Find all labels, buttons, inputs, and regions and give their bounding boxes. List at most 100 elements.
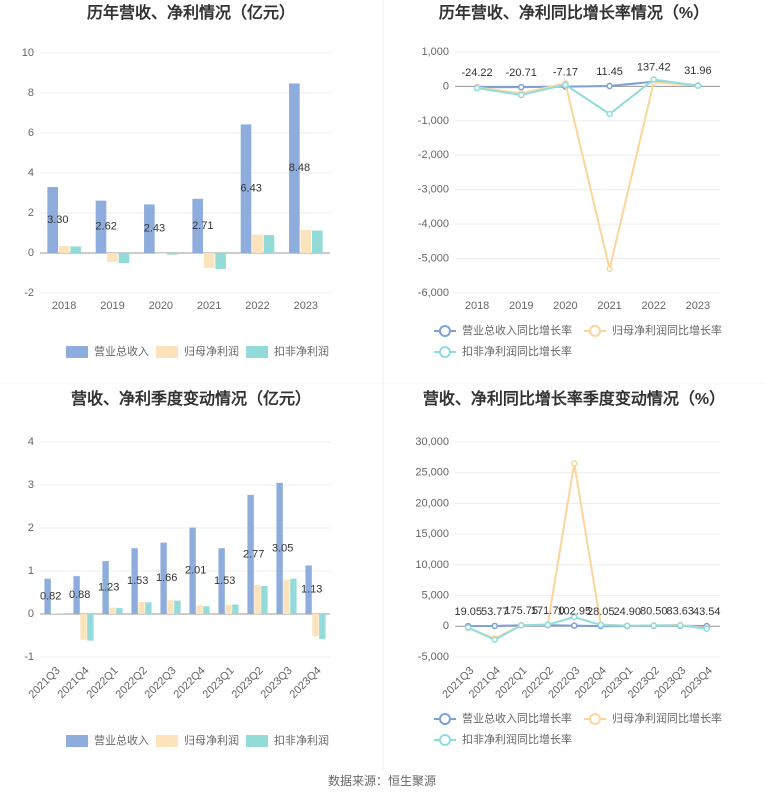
bar	[87, 614, 94, 641]
point	[606, 82, 613, 90]
point	[606, 265, 613, 273]
bar	[160, 542, 167, 614]
data-label: 3.05	[272, 542, 293, 554]
y-tick-label: 2	[28, 207, 34, 219]
data-label: -7.17	[553, 67, 578, 79]
y-tick-label: -3,000	[418, 184, 449, 196]
y-tick-label: -6,000	[418, 287, 449, 299]
bar	[44, 578, 51, 614]
data-label: 1.53	[127, 575, 148, 587]
bar	[218, 548, 225, 614]
line	[467, 616, 707, 641]
y-tick-label: -5,000	[418, 252, 449, 264]
data-label: -20.71	[506, 67, 537, 79]
legend-swatch	[66, 346, 88, 358]
y-tick-label: 6	[28, 127, 34, 139]
bar	[189, 527, 196, 614]
bar	[138, 601, 145, 614]
bar	[116, 607, 123, 614]
point	[518, 91, 525, 99]
y-tick-label: 0	[28, 247, 34, 259]
x-tick-label: 2022	[245, 300, 269, 312]
bar	[225, 604, 232, 614]
y-tick-label: -2	[24, 287, 34, 299]
legend-label: 营业总收入	[94, 344, 149, 358]
legend-label: 营业总收入同比增长率	[462, 711, 572, 725]
data-label: 175.75	[504, 605, 538, 617]
legend-swatch	[156, 346, 178, 358]
y-tick-label: 4	[28, 436, 34, 448]
bar	[167, 253, 178, 255]
legend-swatch	[66, 735, 88, 747]
line	[476, 78, 699, 116]
y-tick-label: 1,000	[421, 46, 449, 58]
y-tick-label: -5,000	[418, 651, 449, 663]
point	[694, 82, 702, 89]
bar	[261, 586, 268, 614]
point	[491, 636, 498, 644]
bar	[118, 253, 130, 263]
bar	[95, 200, 107, 253]
y-tick-label: 4	[28, 167, 34, 179]
y-tick-label: 30,000	[415, 436, 449, 448]
bar	[192, 198, 203, 253]
bar	[203, 253, 215, 268]
y-tick-label: 3	[28, 479, 34, 491]
data-label: 2.62	[95, 221, 116, 233]
legend-label: 扣非净利润同比增长率	[462, 344, 572, 358]
bar	[305, 565, 312, 614]
point	[518, 622, 525, 629]
chart-title: 营收、净利季度变动情况（亿元）	[71, 389, 311, 408]
legend-swatch	[246, 346, 268, 358]
bar	[174, 600, 181, 614]
data-label: 3.30	[47, 214, 68, 226]
data-label: 31.96	[684, 65, 712, 77]
legend-label: 扣非净利润	[274, 733, 329, 747]
x-tick-label: 2021	[597, 300, 621, 312]
chart-title: 历年营收、净利同比增长率情况（%）	[439, 3, 709, 22]
data-label: -24.22	[461, 67, 492, 79]
legend-swatch	[246, 735, 268, 747]
y-tick-label: -2,000	[418, 149, 449, 161]
legend-swatch	[439, 734, 451, 746]
chart-title: 营收、净利同比增长率季度变动情况（%）	[423, 389, 725, 408]
legend-label: 扣非净利润同比增长率	[462, 732, 572, 746]
y-tick-label: 1	[28, 565, 34, 577]
bar	[232, 604, 239, 614]
point	[571, 460, 578, 467]
legend-label: 扣非净利润	[274, 344, 329, 358]
legend-label: 归母净利润同比增长率	[612, 711, 722, 725]
point	[571, 622, 578, 629]
y-tick-label: 10,000	[415, 559, 449, 571]
x-tick-label: 2023Q4	[288, 665, 324, 701]
point	[650, 622, 657, 629]
bar	[300, 230, 312, 253]
data-label: 1.66	[156, 572, 177, 584]
bar	[196, 605, 203, 614]
y-tick-label: 0	[443, 620, 449, 632]
point	[677, 622, 684, 629]
bar	[102, 561, 109, 614]
legend-swatch	[439, 346, 451, 358]
x-tick-label: 2018	[465, 300, 489, 312]
data-label: 28.05	[587, 606, 615, 618]
point	[465, 624, 472, 631]
y-tick-label: 15,000	[415, 528, 449, 540]
data-label: 8.48	[289, 162, 310, 174]
point	[518, 83, 525, 91]
x-tick-label: 2018	[52, 300, 76, 312]
data-label: 53.77	[481, 606, 509, 618]
y-tick-label: 0	[28, 608, 34, 620]
legend-swatch	[439, 713, 451, 725]
x-tick-label: 2019	[100, 300, 124, 312]
data-label: 0.82	[40, 590, 61, 602]
bar	[247, 494, 254, 614]
legend-swatch	[439, 325, 451, 337]
data-label: 102.95	[557, 606, 591, 618]
point	[544, 621, 551, 628]
point	[597, 621, 604, 629]
bar	[203, 606, 210, 614]
data-label: 2.71	[192, 220, 213, 232]
